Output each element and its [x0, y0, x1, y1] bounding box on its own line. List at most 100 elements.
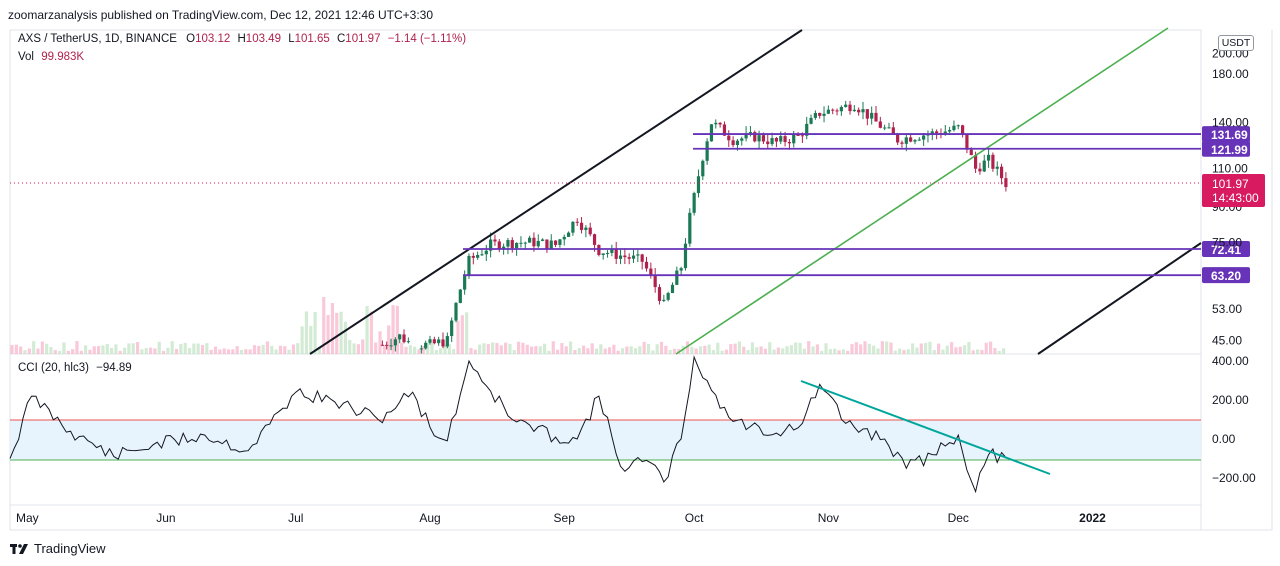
volume-bar	[322, 296, 326, 354]
volume-bar	[300, 326, 304, 354]
volume-bar	[365, 306, 369, 354]
time-axis[interactable]: May Jun Jul Aug Sep Oct Nov Dec 2022	[16, 511, 1106, 525]
volume-bar	[291, 344, 296, 354]
volume-bar	[737, 341, 742, 354]
candle-body	[878, 121, 882, 128]
candle-body	[748, 132, 753, 134]
candle-body	[722, 124, 727, 136]
volume-bar	[841, 349, 845, 354]
ohlc-low: 101.65	[294, 33, 330, 45]
candle-body	[986, 154, 991, 161]
price-tick-label: 53.00	[1212, 302, 1242, 316]
cci-band	[10, 420, 1201, 460]
volume-bar	[577, 348, 581, 354]
volume-bar	[222, 348, 226, 354]
candle-body	[623, 255, 627, 258]
candle-body	[973, 155, 978, 169]
volume-bar	[898, 348, 902, 354]
candle-body	[380, 344, 384, 346]
volume-bar	[439, 348, 443, 354]
price-axis[interactable]: 200.00180.00140.00110.0090.0075.0053.004…	[1212, 47, 1249, 348]
candle-body	[839, 106, 843, 112]
volume-bar	[828, 349, 832, 354]
candle-body	[614, 248, 618, 259]
candle-body	[441, 339, 445, 347]
candle-body	[969, 149, 973, 156]
volume-bar	[53, 350, 57, 354]
volume-bar	[690, 346, 694, 354]
candle-body	[848, 104, 852, 112]
volume-bar	[941, 349, 945, 354]
currency-button[interactable]: USDT	[1218, 35, 1254, 51]
candle-body	[917, 139, 921, 141]
candle-body	[402, 334, 406, 343]
candle-body	[558, 239, 562, 245]
volume-bar	[655, 344, 659, 354]
cci-axis[interactable]: 400.00 200.00 0.00 −200.00	[1212, 354, 1256, 485]
volume-bar	[599, 344, 603, 354]
candle-body	[822, 113, 826, 116]
cci-tick-label: 0.00	[1212, 432, 1236, 446]
volume-bar	[404, 346, 408, 354]
candle-body	[454, 302, 458, 321]
volume-bar	[755, 347, 759, 354]
candle-body	[857, 109, 861, 113]
volume-bar	[239, 349, 244, 354]
cci-tick-label: 400.00	[1212, 354, 1249, 368]
candle-body	[528, 237, 532, 243]
volume-bar	[343, 321, 348, 354]
candle-body	[419, 348, 423, 350]
candle-body	[696, 176, 701, 194]
volume-bar	[499, 345, 503, 354]
cci-downtrend-line[interactable]	[800, 380, 1051, 475]
volume-bar	[612, 344, 616, 354]
volume-bar	[140, 349, 144, 354]
volume-bar	[525, 344, 529, 354]
candle-body	[744, 133, 748, 139]
ohlc-change: −1.14 (−1.11%)	[387, 33, 467, 45]
channel-lower-line[interactable]	[1037, 242, 1202, 355]
volume-bar	[421, 345, 425, 354]
volume-bar	[625, 346, 629, 354]
volume-bar	[971, 350, 975, 354]
channel-upper-line[interactable]	[309, 29, 803, 355]
cci-label[interactable]: CCI (20, hlc3)	[18, 362, 89, 374]
volume-bar	[833, 348, 837, 354]
volume-bar	[278, 345, 283, 354]
candle-body	[982, 160, 986, 172]
volume-bar	[945, 345, 949, 354]
candle-body	[692, 193, 696, 213]
green-trend-line[interactable]	[675, 27, 1169, 355]
candle-body	[592, 234, 597, 245]
candle-body	[688, 212, 692, 244]
volume-bar	[789, 345, 793, 354]
volume-bar	[967, 341, 971, 354]
candle-body	[393, 339, 397, 346]
volume-bar	[27, 348, 31, 354]
symbol-legend: AXS / TetherUS, 1D, BINANCE O103.12 H103…	[18, 33, 466, 45]
price-tick-label: 140.00	[1212, 115, 1249, 129]
volume-bar	[244, 349, 248, 354]
volume-bar	[356, 344, 360, 354]
volume-legend: Vol 99.983K	[18, 51, 84, 63]
volume-bar	[49, 347, 53, 354]
candle-body	[779, 136, 783, 142]
volume-bar	[469, 348, 473, 354]
price-tick-label: 75.00	[1212, 235, 1242, 249]
volume-bar	[378, 331, 382, 354]
candle-body	[774, 138, 779, 142]
volume-bar	[66, 350, 70, 354]
symbol-name[interactable]: AXS / TetherUS, 1D, BINANCE	[18, 33, 177, 45]
volume-bar	[62, 342, 66, 354]
volume-bar	[638, 346, 642, 354]
volume-bar	[200, 345, 205, 354]
volume-bar	[213, 346, 218, 354]
candle-body	[961, 125, 965, 135]
candle-body	[844, 104, 848, 107]
candle-body	[450, 320, 454, 337]
volume-bar	[988, 341, 993, 354]
volume-bar	[716, 342, 720, 354]
volume-bar	[646, 343, 651, 354]
